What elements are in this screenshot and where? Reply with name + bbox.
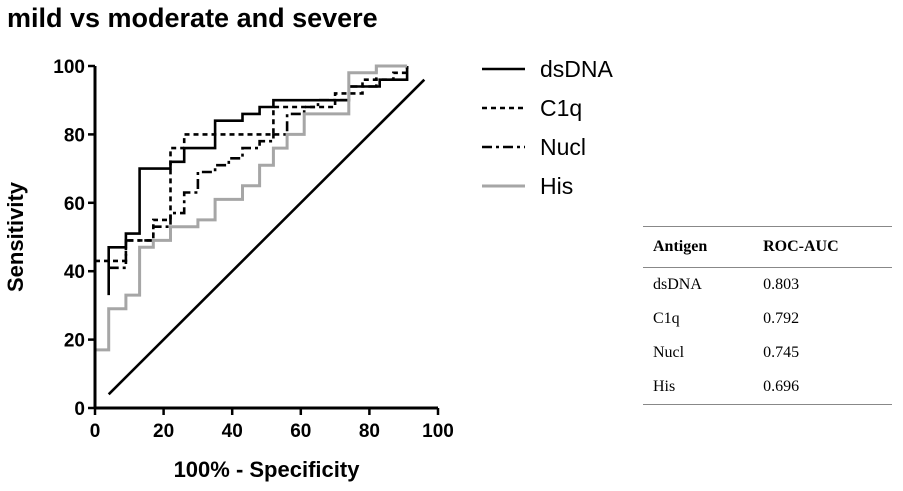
table-cell-auc: 0.745 [763,344,800,361]
series-line-his [93,64,408,408]
x-tick-label: 40 [222,421,243,442]
x-tick-label: 80 [359,421,380,442]
legend: dsDNA C1q Nucl His [482,56,614,199]
plot-area: 0 20 40 60 80 100 0 20 40 60 80 100 100% - Specifici… [3,57,454,482]
legend-label-dsdna: dsDNA [540,56,614,82]
table-header-row: Antigen ROC-AUC [643,226,892,268]
y-axis-label: Sensitivity [3,181,28,292]
legend-label-c1q: C1q [540,95,582,121]
column-header-roc-auc: ROC-AUC [763,238,839,255]
y-tick-label: 100 [53,57,85,78]
table-cell-auc: 0.792 [763,310,800,327]
x-axis-label: 100% - Specificity [174,457,361,482]
x-tick-label: 100 [422,421,454,442]
table-row: Nucl 0.745 [643,336,892,370]
column-header-antigen: Antigen [653,238,708,255]
table-cell-antigen: His [653,378,676,395]
table-row: C1q 0.792 [643,302,892,336]
y-tick-label: 60 [64,194,85,215]
legend-label-nucl: Nucl [540,134,586,160]
table-cell-antigen: C1q [653,310,680,327]
table-cell-auc: 0.696 [763,378,800,395]
series-line-dsdna [107,66,409,296]
y-tick-label: 0 [74,399,85,420]
y-tick-label: 20 [64,331,85,352]
table-row: dsDNA 0.803 [643,268,892,303]
y-tick-label: 40 [64,262,85,283]
legend-label-his: His [540,173,573,199]
x-tick-label: 20 [153,421,174,442]
table-cell-antigen: Nucl [653,344,685,361]
roc-auc-table: Antigen ROC-AUC dsDNA 0.803 C1q 0.792 Nu… [643,226,892,405]
y-tick-label: 80 [64,125,85,146]
chart-title: mild vs moderate and severe [7,3,378,33]
x-tick-label: 0 [90,421,101,442]
reference-diagonal-line [107,78,426,396]
table-row: His 0.696 [643,370,892,405]
x-tick-label: 60 [290,421,311,442]
series-line-c1q [95,66,409,263]
table-cell-antigen: dsDNA [653,276,702,293]
table-cell-auc: 0.803 [763,276,800,293]
